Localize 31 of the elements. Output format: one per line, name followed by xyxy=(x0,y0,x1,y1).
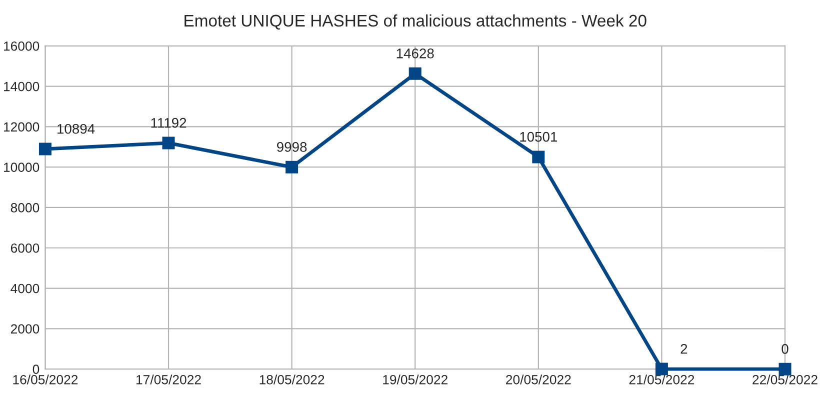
data-label: 0 xyxy=(782,344,788,354)
y-tick-label: 2000 xyxy=(10,324,40,334)
point xyxy=(162,136,175,150)
y-tick-label: 10000 xyxy=(4,162,40,172)
y-tick-label: 12000 xyxy=(4,122,40,132)
x-tick-label: 20/05/2022 xyxy=(506,374,571,384)
point xyxy=(655,362,668,376)
chart-title: Emotet UNIQUE HASHES of malicious attachments - Week 20 xyxy=(184,14,646,30)
x-tick-label: 21/05/2022 xyxy=(629,374,694,384)
y-tick-label: 14000 xyxy=(4,82,40,92)
data-label: 2 xyxy=(680,344,688,354)
data-label: 10501 xyxy=(520,132,558,142)
data-label: 11192 xyxy=(151,118,186,128)
y-tick-label: 8000 xyxy=(10,203,40,212)
point xyxy=(532,150,545,164)
point xyxy=(286,160,298,174)
data-label: 10894 xyxy=(58,124,95,134)
y-tick-label: 4000 xyxy=(10,284,40,294)
y-tick-label: 0 xyxy=(32,364,40,374)
y-tick-label: 6000 xyxy=(10,243,40,253)
x-tick-label: 17/05/2022 xyxy=(136,374,201,384)
data-label: 14628 xyxy=(396,48,434,58)
x-tick-label: 19/05/2022 xyxy=(383,374,448,384)
x-tick-label: 22/05/2022 xyxy=(752,374,818,384)
point xyxy=(38,142,52,156)
y-tick-label: 16000 xyxy=(4,41,40,51)
data-label: 9998 xyxy=(277,142,307,152)
point xyxy=(408,67,422,80)
x-tick-label: 18/05/2022 xyxy=(260,374,324,384)
point xyxy=(778,362,792,376)
x-tick-label: 16/05/2022 xyxy=(13,374,78,384)
